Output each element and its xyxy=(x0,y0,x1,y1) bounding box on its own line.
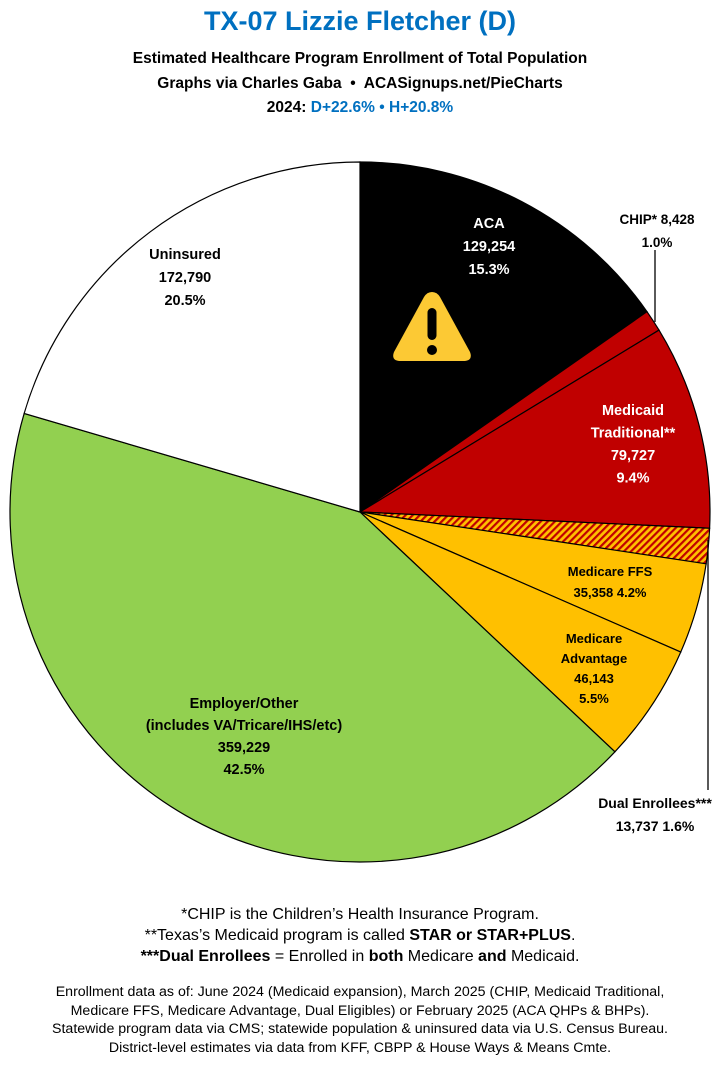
note-dual-bold: ***Dual Enrollees xyxy=(140,948,271,965)
credit-line: Graphs via Charles Gaba • ACASignups.net… xyxy=(0,75,720,93)
margin-h: H+20.8% xyxy=(389,99,454,116)
slice-label-line: 79,727 xyxy=(611,448,655,464)
note-dual-text3: Medicaid. xyxy=(506,948,580,965)
note-chip: *CHIP is the Children’s Health Insurance… xyxy=(181,906,539,923)
slice-label-line: ACA xyxy=(473,216,505,232)
footer-line-2: Medicare FFS, Medicare Advantage, Dual E… xyxy=(70,1002,650,1019)
slice-label-line: 129,254 xyxy=(463,239,515,255)
slice-label-line: Traditional** xyxy=(591,426,676,442)
note-medicaid-end: . xyxy=(570,927,576,944)
chart-subtitle: Estimated Healthcare Program Enrollment … xyxy=(132,50,588,67)
slice-label-line: 20.5% xyxy=(164,293,205,309)
footer-line-1: Enrollment data as of: June 2024 (Medica… xyxy=(55,984,665,1000)
slice-label-line: 1.0% xyxy=(642,235,673,250)
note-dual-and: and xyxy=(478,948,507,965)
slice-label-line: 35,358 4.2% xyxy=(573,585,646,600)
slice-label-line: Medicare FFS xyxy=(568,564,653,579)
note-dual-text2: Medicare xyxy=(403,948,479,965)
slice-label-line: Employer/Other xyxy=(190,696,299,712)
credit-right: ACASignups.net/PieCharts xyxy=(363,75,563,92)
slice-label-line: 5.5% xyxy=(579,691,609,706)
slice-label-line: 42.5% xyxy=(223,762,264,778)
slice-label-line: Medicare xyxy=(566,631,622,646)
slice-label-line: Medicaid xyxy=(602,403,664,419)
pie-slice-aca xyxy=(359,161,648,514)
slice-label-line: 15.3% xyxy=(468,262,509,278)
pie-slice-employer-other xyxy=(9,412,616,863)
footnotes: *CHIP is the Children’s Health Insurance… xyxy=(0,904,720,967)
note-medicaid-bold: STAR or STAR+PLUS xyxy=(409,927,571,944)
slice-label-line: Dual Enrollees*** xyxy=(598,795,712,811)
sources-footer: Enrollment data as of: June 2024 (Medica… xyxy=(0,983,720,1057)
margin-separator: • xyxy=(379,99,385,116)
slice-label-line: 359,229 xyxy=(218,740,270,756)
margin-line: 2024: D+22.6% • H+20.8% xyxy=(0,99,720,117)
slice-label-line: 13,737 1.6% xyxy=(616,818,695,834)
margin-d: D+22.6% xyxy=(310,99,375,116)
note-dual-text1: = Enrolled in xyxy=(270,948,369,965)
note-dual: ***Dual Enrollees = Enrolled in both Med… xyxy=(0,946,720,967)
credit-separator: • xyxy=(350,75,356,92)
slice-label-line: CHIP* 8,428 xyxy=(619,212,695,227)
warning-icon xyxy=(393,292,471,361)
note-medicaid-text: **Texas’s Medicaid program is called xyxy=(144,927,410,944)
pie-slice-uninsured xyxy=(23,161,361,513)
credit-left: Graphs via Charles Gaba xyxy=(157,75,342,92)
slice-label-line: 46,143 xyxy=(574,671,614,686)
year-label: 2024: xyxy=(266,99,307,116)
slice-label-line: Advantage xyxy=(561,651,627,666)
chart-title: TX-07 Lizzie Fletcher (D) xyxy=(203,6,517,36)
footer-line-4: District-level estimates via data from K… xyxy=(108,1039,612,1056)
note-medicaid: **Texas’s Medicaid program is called STA… xyxy=(0,925,720,946)
slice-label-line: Uninsured xyxy=(149,247,221,263)
pie-slice-medicaid-traditional xyxy=(358,329,711,529)
slice-label-line: 172,790 xyxy=(159,270,211,286)
note-dual-both: both xyxy=(368,948,404,965)
footer-line-3: Statewide program data via CMS; statewid… xyxy=(52,1021,668,1037)
slice-label-line: 9.4% xyxy=(616,471,649,487)
slice-label-line: (includes VA/Tricare/IHS/etc) xyxy=(146,718,343,734)
